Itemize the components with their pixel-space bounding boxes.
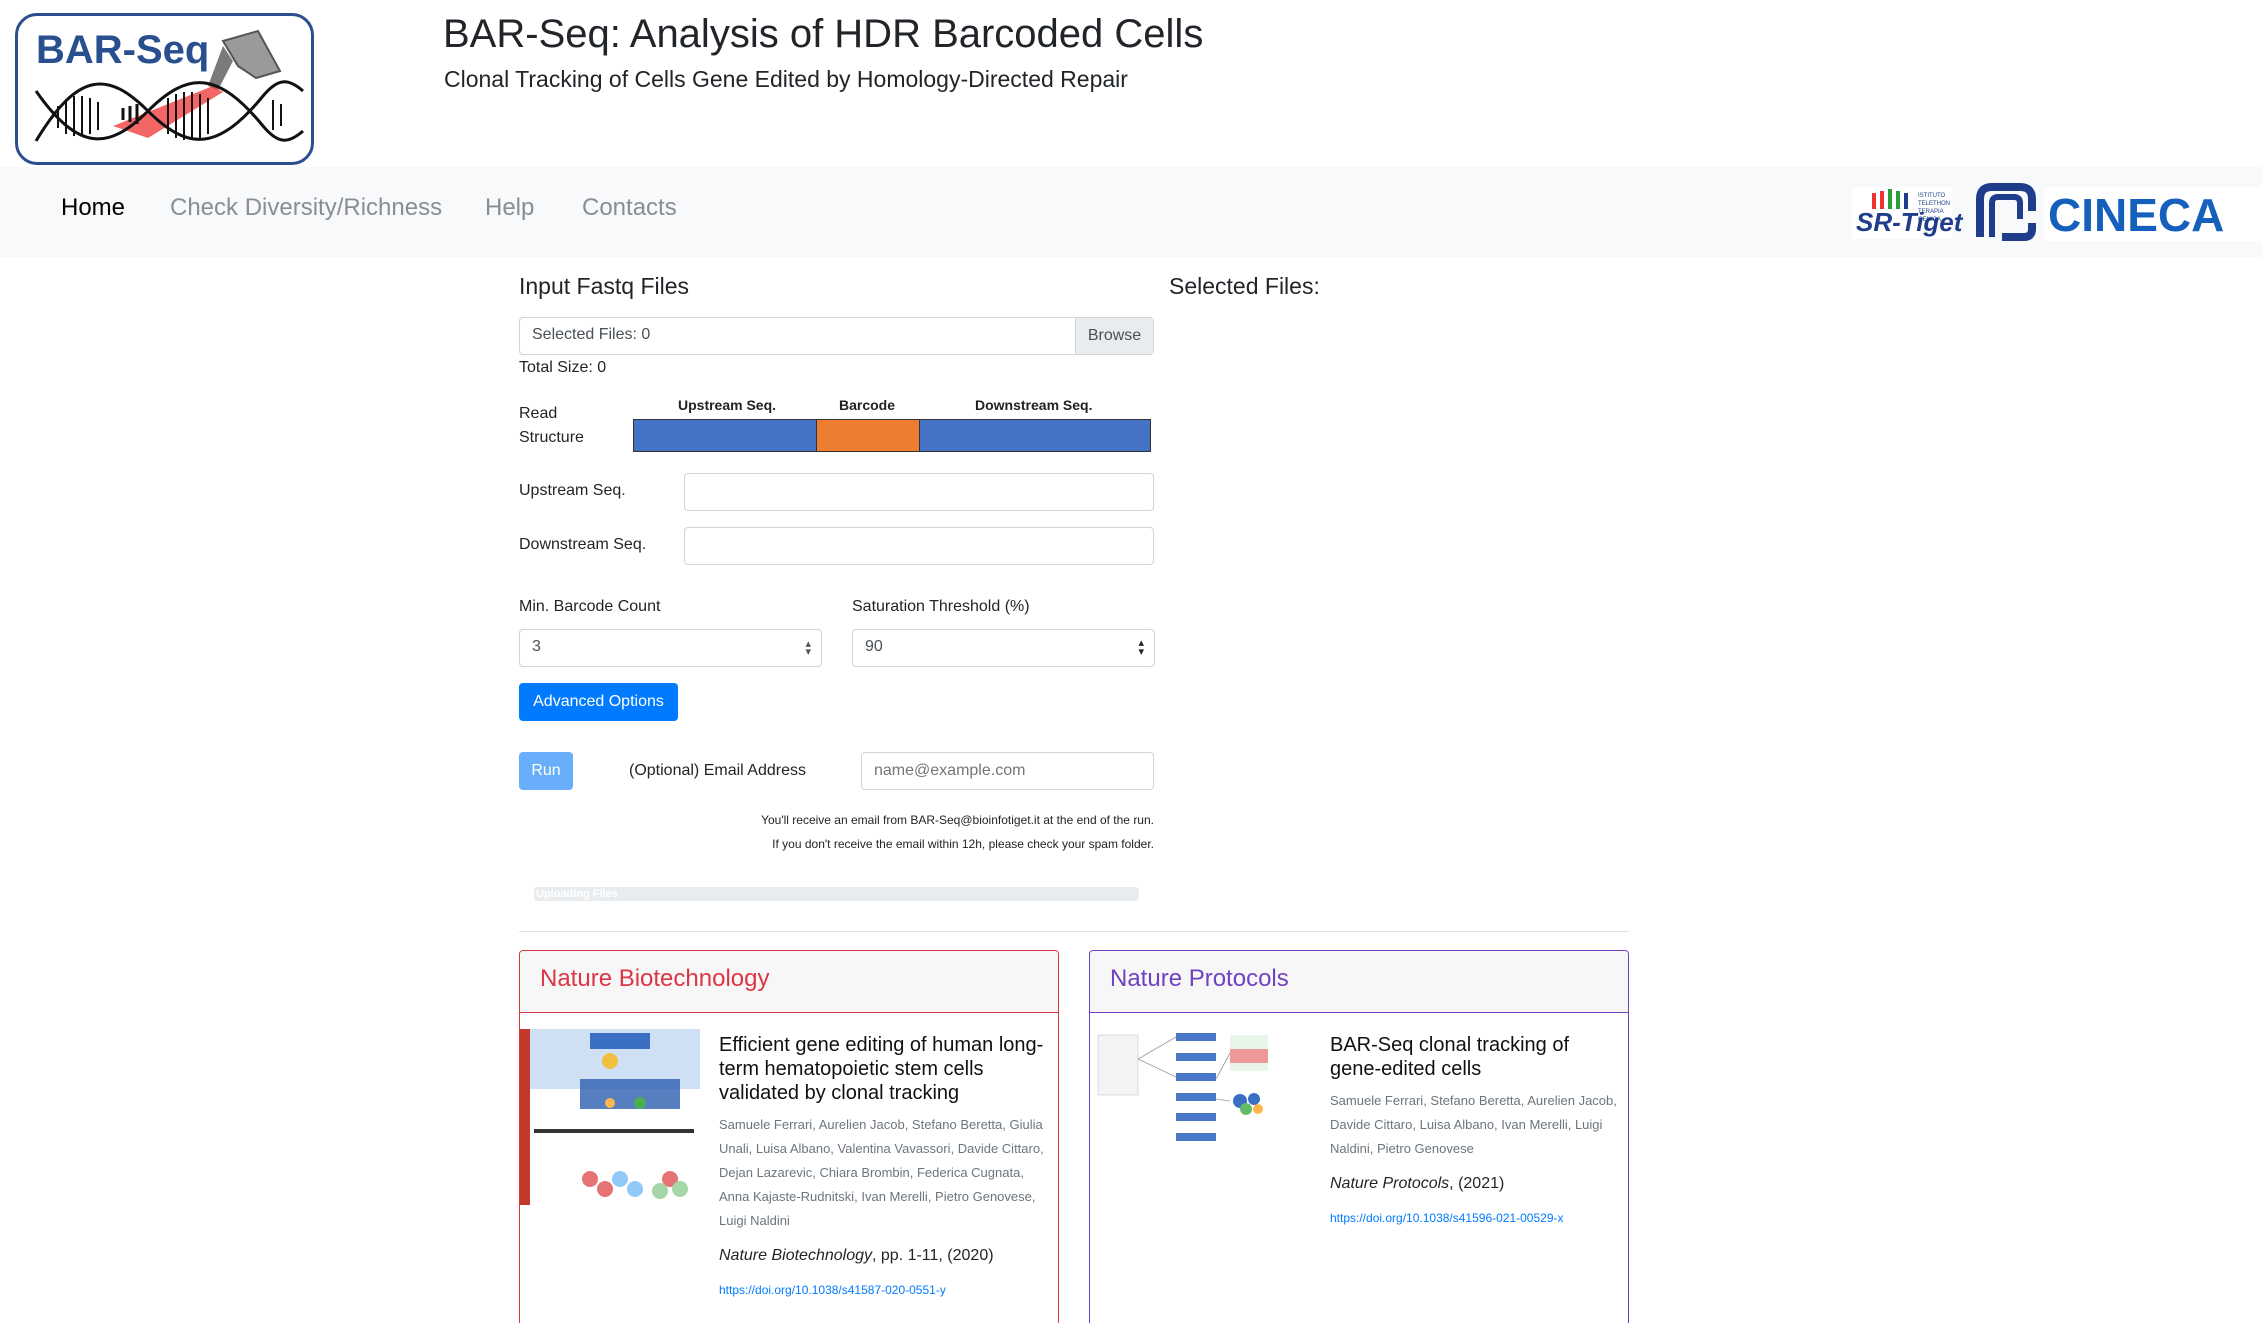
svg-text:TERAPIA: TERAPIA xyxy=(1918,209,1944,215)
selected-files-title: Selected Files: xyxy=(1169,273,1320,299)
read-structure-label: Read Structure xyxy=(519,402,619,450)
dna-scanner-icon xyxy=(34,29,304,142)
cineca-logo: CINECA xyxy=(1976,183,2262,241)
navbar: Home Check Diversity/Richness Help Conta… xyxy=(0,167,2262,257)
input-section-title: Input Fastq Files xyxy=(519,273,690,299)
paper-title: BAR-Seq clonal tracking of gene-edited c… xyxy=(1330,1034,1570,1080)
downstream-seq-label: Downstream Seq. xyxy=(519,536,647,553)
total-size: Total Size: 0 xyxy=(519,359,607,376)
rs-label-downstream: Downstream Seq. xyxy=(975,397,1093,413)
rs-label-barcode: Barcode xyxy=(839,397,896,413)
read-structure-label-line2: Structure xyxy=(519,429,584,446)
email-note-line2: If you don't receive the email within 12… xyxy=(772,837,1154,851)
card-header: Nature Biotechnology xyxy=(520,951,1058,1013)
nav-check-diversity[interactable]: Check Diversity/Richness xyxy=(170,194,443,221)
rs-segment-upstream xyxy=(634,420,816,451)
file-input-label: Selected Files: 0 xyxy=(532,326,651,343)
upstream-seq-label: Upstream Seq. xyxy=(519,482,626,499)
svg-text:GENICA: GENICA xyxy=(1918,217,1941,223)
paper-title: Efficient gene editing of human long-ter… xyxy=(719,1034,1044,1104)
journal-details: , pp. 1-11, (2020) xyxy=(871,1247,994,1264)
rs-segment-barcode xyxy=(816,420,920,451)
paper-figure-thumbnail xyxy=(520,1029,700,1205)
nav-home[interactable]: Home xyxy=(61,194,126,221)
advanced-options-button[interactable]: Advanced Options xyxy=(519,683,678,721)
publication-card-nature-biotech: Nature Biotechnology Efficient gene edit… xyxy=(519,950,1059,1323)
svg-text:SR-Tiget: SR-Tiget xyxy=(1856,207,1964,237)
sr-tiget-logo: SR-Tiget ISTITUTO TELETHON TERAPIA GENICA xyxy=(1852,187,1964,239)
fastq-file-input[interactable]: Selected Files: 0 Browse xyxy=(519,317,1154,355)
email-note-line1: You'll receive an email from BAR-Seq@bio… xyxy=(761,813,1154,827)
upstream-seq-input[interactable] xyxy=(684,473,1154,511)
paper-journal: Nature Biotechnology, pp. 1-11, (2020) xyxy=(719,1247,1049,1265)
card-body: Efficient gene editing of human long-ter… xyxy=(719,1033,1049,1297)
journal-name: Nature Biotechnology xyxy=(719,1247,872,1264)
saturation-threshold-select[interactable]: 90 ▴ ▾ xyxy=(852,629,1155,667)
partner-logos: SR-Tiget ISTITUTO TELETHON TERAPIA GENICA C… xyxy=(1852,183,2262,241)
svg-text:ISTITUTO: ISTITUTO xyxy=(1918,193,1946,199)
nav-help[interactable]: Help xyxy=(485,194,535,221)
journal-name: Nature Protocols xyxy=(1330,1175,1450,1192)
upload-progress-bar: Uploading Files xyxy=(534,887,1139,901)
min-barcode-count-value: 3 xyxy=(532,638,541,655)
rs-label-upstream: Upstream Seq. xyxy=(678,397,777,413)
card-body: BAR-Seq clonal tracking of gene-edited c… xyxy=(1330,1033,1620,1225)
section-divider xyxy=(519,931,1629,932)
journal-details: , (2021) xyxy=(1449,1175,1505,1192)
downstream-seq-input[interactable] xyxy=(684,527,1154,565)
page-header: BAR-Seq BAR-Seq: Analysis of HDR Barcode… xyxy=(0,0,2262,167)
paper-authors: Samuele Ferrari, Aurelien Jacob, Stefano… xyxy=(719,1117,1044,1228)
card-header: Nature Protocols xyxy=(1090,951,1628,1013)
browse-button[interactable]: Browse xyxy=(1075,318,1153,354)
nav-contacts[interactable]: Contacts xyxy=(582,194,677,221)
read-structure-bar xyxy=(633,419,1151,452)
page-title: BAR-Seq: Analysis of HDR Barcoded Cells xyxy=(443,12,1204,56)
run-button[interactable]: Run xyxy=(519,752,573,790)
read-structure-label-line1: Read xyxy=(519,405,558,422)
svg-text:CINECA: CINECA xyxy=(2048,189,2224,241)
paper-figure-thumbnail xyxy=(1090,1029,1270,1149)
min-barcode-count-label: Min. Barcode Count xyxy=(519,598,661,615)
upload-progress-label: Uploading Files xyxy=(536,888,618,900)
svg-text:TELETHON: TELETHON xyxy=(1918,201,1950,207)
saturation-threshold-label: Saturation Threshold (%) xyxy=(852,598,1030,615)
rs-segment-downstream xyxy=(920,420,1150,451)
read-structure-segment-labels: Upstream Seq. Barcode Downstream Seq. xyxy=(633,397,1151,417)
saturation-threshold-value: 90 xyxy=(865,638,883,655)
min-barcode-count-input[interactable]: 3 ▴ ▾ xyxy=(519,629,822,667)
doi-link[interactable]: https://doi.org/10.1038/s41596-021-00529… xyxy=(1330,1211,1564,1225)
select-arrows-icon: ▴ ▾ xyxy=(1138,637,1144,658)
bar-seq-logo[interactable]: BAR-Seq xyxy=(15,13,314,165)
paper-authors: Samuele Ferrari, Stefano Beretta, Aureli… xyxy=(1330,1093,1617,1156)
paper-journal: Nature Protocols, (2021) xyxy=(1330,1175,1620,1193)
page-subtitle: Clonal Tracking of Cells Gene Edited by … xyxy=(444,66,1128,92)
email-label: (Optional) Email Address xyxy=(629,762,806,779)
email-input[interactable] xyxy=(861,752,1154,790)
logo-text: BAR-Seq xyxy=(36,28,210,72)
doi-link[interactable]: https://doi.org/10.1038/s41587-020-0551-… xyxy=(719,1283,946,1297)
stepper-arrows-icon[interactable]: ▴ ▾ xyxy=(805,638,811,658)
publication-card-nature-protocols: Nature Protocols BAR-Seq clonal tracking… xyxy=(1089,950,1629,1323)
